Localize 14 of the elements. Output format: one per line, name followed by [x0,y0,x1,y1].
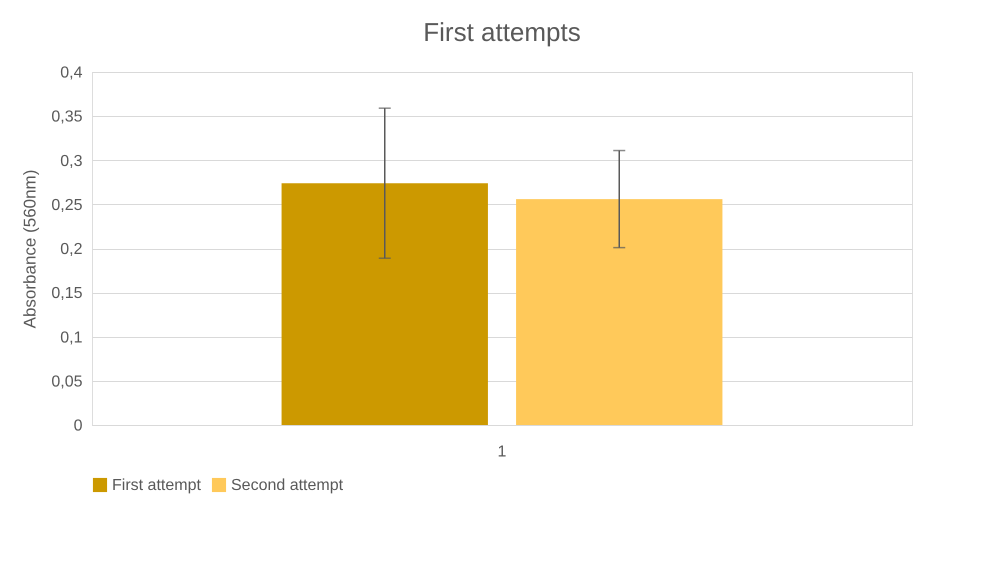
legend-label: First attempt [112,477,202,494]
x-tick-label: 1 [498,444,507,460]
y-tick-label: 0,4 [60,64,83,82]
legend-label: Second attempt [231,477,344,494]
y-tick-label: 0,1 [60,329,83,346]
y-tick-label: 0,05 [51,373,83,390]
chart-title: First attempts [423,17,581,47]
y-tick-label: 0,25 [51,196,83,214]
y-tick-label: 0,3 [60,152,83,170]
y-tick-label: 0,2 [60,241,83,258]
y-axis-title: Absorbance (560nm) [20,170,40,328]
y-tick-label: 0,35 [51,108,83,126]
y-tick-label: 0,15 [51,285,83,302]
y-tick-label: 0 [74,418,83,434]
